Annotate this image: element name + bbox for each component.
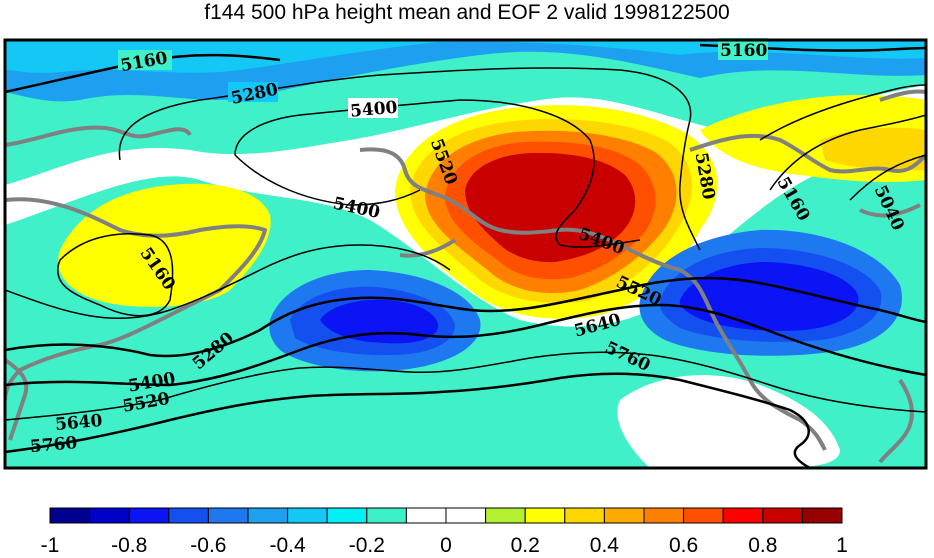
eof-shading — [5, 40, 926, 468]
map-title: f144 500 hPa height mean and EOF 2 valid… — [204, 1, 730, 24]
colorbar-swatch — [128, 507, 170, 524]
colorbar-swatch — [603, 507, 645, 524]
contour-label: 5160 — [720, 41, 767, 61]
colorbar-tick-label: 1 — [836, 534, 848, 557]
colorbar-swatch — [762, 507, 803, 524]
colorbar-tick-label: 0.6 — [668, 534, 699, 557]
colorbar-tick-label: -0.2 — [348, 534, 385, 557]
colorbar-tick-label: 0 — [440, 534, 452, 557]
colorbar-swatch — [801, 507, 843, 524]
colorbar-swatch — [722, 507, 764, 524]
colorbar-swatch — [89, 507, 130, 524]
colorbar-swatch — [683, 507, 724, 524]
colorbar-tick-label: -0.4 — [269, 534, 306, 557]
contour-label: 5640 — [54, 411, 103, 435]
colorbar-swatch — [485, 507, 526, 524]
colorbar-swatch — [366, 507, 407, 524]
colorbar-swatch — [405, 507, 447, 524]
coastlines — [5, 89, 926, 464]
colorbar-swatch — [207, 507, 249, 524]
colorbar-swatch — [247, 507, 289, 524]
colorbar-tick-label: 0.2 — [510, 534, 540, 557]
colorbar-swatch — [168, 507, 209, 524]
colorbar-swatch — [287, 507, 328, 524]
colorbar-tick-label: -0.8 — [111, 534, 148, 557]
colorbar-swatch — [564, 507, 605, 524]
colorbar-tick-label: 0.8 — [748, 534, 778, 557]
colorbar-swatch — [524, 507, 566, 524]
map-frame — [3, 38, 928, 470]
colorbar-swatch — [643, 507, 685, 524]
contour-label: 5400 — [349, 98, 398, 122]
colorbar-tick-label: 0.4 — [589, 534, 619, 557]
colorbar-swatch — [49, 507, 91, 524]
height-contours — [5, 43, 926, 468]
contour-label: 5760 — [29, 433, 78, 457]
colorbar-tick-label: -1 — [40, 534, 60, 557]
colorbar-swatch — [326, 507, 368, 524]
colorbar-tick-label: -0.6 — [190, 534, 227, 557]
colorbar-swatch — [445, 507, 487, 524]
colorbar — [49, 507, 843, 524]
